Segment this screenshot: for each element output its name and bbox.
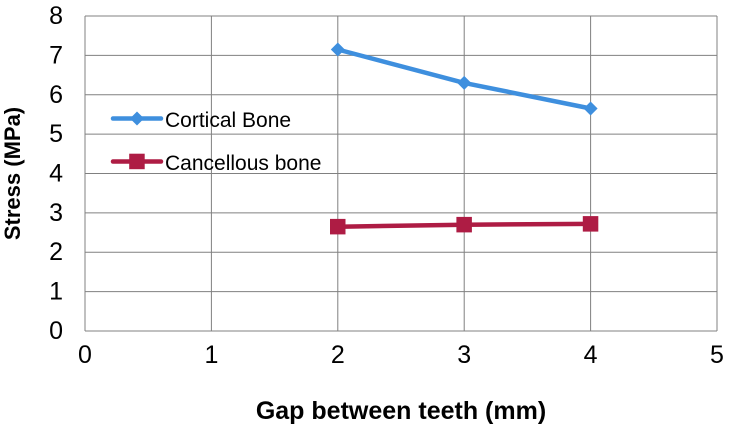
- svg-text:5: 5: [710, 341, 724, 369]
- svg-text:Cortical Bone: Cortical Bone: [165, 109, 291, 132]
- svg-text:8: 8: [49, 2, 63, 30]
- svg-text:0: 0: [49, 317, 63, 345]
- svg-text:Cancellous bone: Cancellous bone: [165, 152, 321, 175]
- svg-text:1: 1: [49, 278, 63, 306]
- svg-text:7: 7: [49, 41, 63, 69]
- svg-text:4: 4: [49, 160, 63, 188]
- svg-text:0: 0: [78, 341, 92, 369]
- svg-text:4: 4: [584, 341, 598, 369]
- svg-text:Gap between teeth (mm): Gap between teeth (mm): [256, 397, 546, 425]
- svg-text:Stress (MPa): Stress (MPa): [0, 107, 25, 240]
- svg-text:3: 3: [457, 341, 471, 369]
- svg-text:6: 6: [49, 81, 63, 109]
- svg-text:1: 1: [204, 341, 218, 369]
- svg-text:2: 2: [331, 341, 345, 369]
- svg-text:3: 3: [49, 199, 63, 227]
- svg-text:5: 5: [49, 120, 63, 148]
- svg-text:2: 2: [49, 238, 63, 266]
